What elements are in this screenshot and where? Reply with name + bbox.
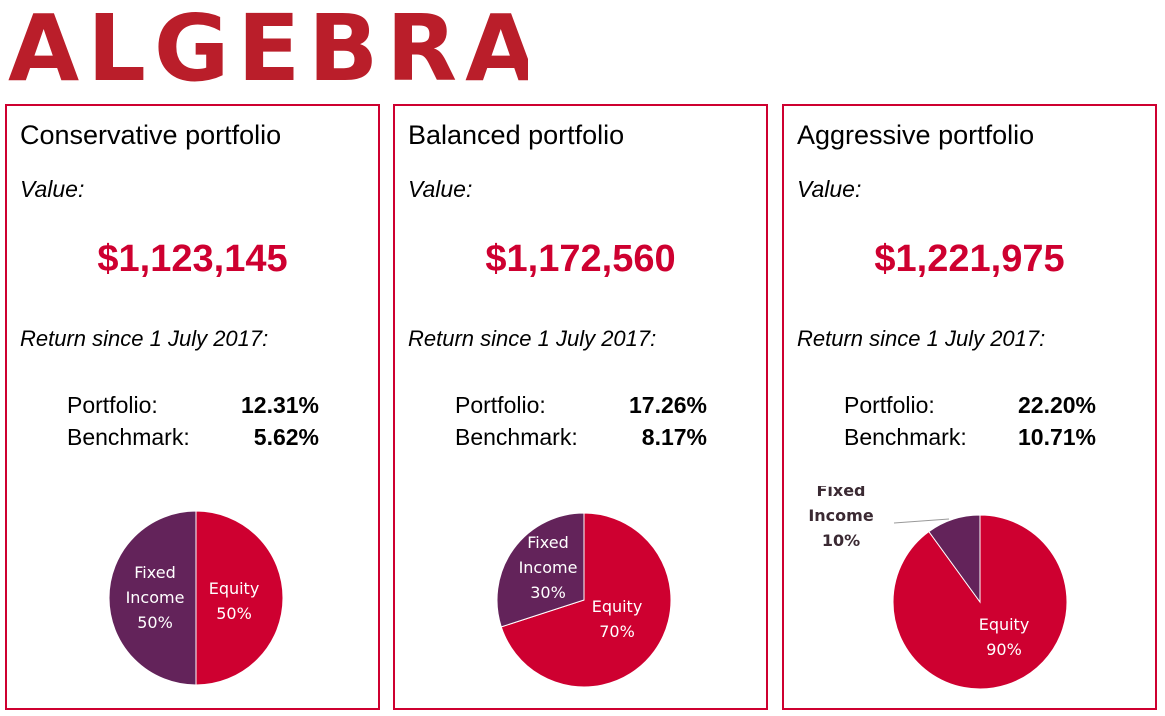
pie-slice-fixed-income [496, 512, 585, 628]
portfolio-title: Aggressive portfolio [797, 120, 1035, 150]
value-label: Value: [20, 176, 85, 202]
allocation-pie-chart: Equity 90% Fixed Income 10% [808, 486, 1068, 690]
leader-line [893, 518, 950, 524]
portfolio-return: 12.31% [240, 392, 319, 418]
pie-label: Fixed [527, 533, 568, 552]
benchmark-return: 5.62% [253, 424, 319, 450]
pie-label: 30% [530, 583, 566, 602]
pie-label: Equity [209, 579, 260, 598]
portfolio-value: $1,172,560 [485, 238, 676, 280]
pie-label: 50% [137, 613, 173, 632]
return-label: Return since 1 July 2017: [797, 326, 1046, 351]
portfolio-label: Portfolio: [455, 392, 546, 418]
pie-label: 70% [599, 622, 635, 641]
pie-label: Income [808, 506, 873, 525]
portfolio-return-row: Portfolio: 12.31% [67, 392, 319, 419]
benchmark-return-row: Benchmark: 8.17% [455, 424, 707, 451]
portfolio-card: Aggressive portfolio Value: $1,221,975 R… [782, 104, 1157, 710]
benchmark-return-row: Benchmark: 5.62% [67, 424, 319, 451]
pie-label: Income [519, 558, 578, 577]
pie-slice-equity [195, 510, 284, 686]
benchmark-return: 10.71% [1017, 424, 1096, 450]
portfolio-return: 17.26% [628, 392, 707, 418]
portfolio-card: Conservative portfolio Value: $1,123,145… [5, 104, 380, 710]
portfolio-return-row: Portfolio: 22.20% [844, 392, 1096, 419]
portfolio-value: $1,123,145 [97, 238, 288, 280]
portfolio-title: Conservative portfolio [20, 120, 282, 150]
allocation-pie-chart: Equity 50% Fixed Income 50% [108, 510, 284, 686]
portfolio-title: Balanced portfolio [408, 120, 625, 150]
logo-text: ALGEBRA [8, 0, 528, 90]
portfolio-card: Balanced portfolio Value: $1,172,560 Ret… [393, 104, 768, 710]
return-label: Return since 1 July 2017: [408, 326, 657, 351]
portfolio-return-row: Portfolio: 17.26% [455, 392, 707, 419]
value-label: Value: [797, 176, 862, 202]
pie-slice-equity [500, 512, 672, 688]
algebra-logo: ALGEBRA [8, 0, 528, 90]
benchmark-return: 8.17% [641, 424, 707, 450]
pie-label: Income [126, 588, 185, 607]
portfolio-return: 22.20% [1017, 392, 1096, 418]
benchmark-return-row: Benchmark: 10.71% [844, 424, 1096, 451]
portfolio-label: Portfolio: [67, 392, 158, 418]
value-label: Value: [408, 176, 473, 202]
benchmark-label: Benchmark: [844, 424, 967, 450]
benchmark-label: Benchmark: [67, 424, 190, 450]
pie-label: 90% [986, 640, 1022, 659]
pie-label: Equity [592, 597, 643, 616]
pie-label: Fixed [134, 563, 175, 582]
pie-label: Equity [979, 615, 1030, 634]
pie-slice-fixed-income [928, 514, 981, 604]
pie-label: 10% [822, 531, 860, 550]
return-label: Return since 1 July 2017: [20, 326, 269, 351]
pie-label: Fixed [816, 486, 865, 500]
benchmark-label: Benchmark: [455, 424, 578, 450]
portfolio-label: Portfolio: [844, 392, 935, 418]
pie-slice-fixed-income [108, 510, 197, 686]
allocation-pie-chart: Equity 70% Fixed Income 30% [496, 512, 672, 688]
pie-label: 50% [216, 604, 252, 623]
portfolio-value: $1,221,975 [874, 238, 1065, 280]
